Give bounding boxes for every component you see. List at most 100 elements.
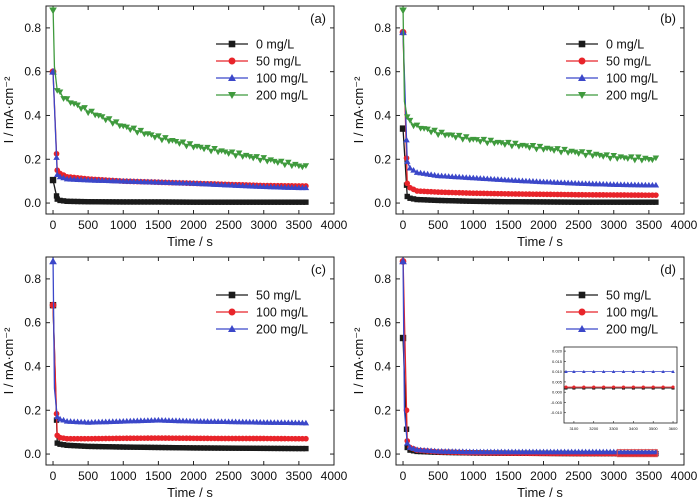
data-point [495, 198, 501, 205]
data-point [257, 199, 263, 205]
data-point [74, 198, 81, 205]
data-point [257, 445, 263, 452]
data-point [60, 174, 67, 181]
data-point [222, 199, 228, 205]
data-point [554, 146, 561, 152]
data-point [406, 444, 414, 450]
inset-data-point [564, 369, 568, 373]
data-point [204, 144, 211, 151]
data-point [246, 154, 253, 160]
data-point [92, 199, 98, 205]
x-axis-label: Time / s [517, 234, 563, 249]
data-point [254, 199, 260, 205]
data-point [568, 199, 575, 205]
inset-data-point [651, 385, 655, 389]
data-point [399, 334, 407, 342]
data-point [148, 132, 155, 139]
data-point [519, 199, 526, 205]
data-point [296, 445, 302, 452]
y-tick-label: 0.6 [24, 316, 41, 330]
data-point [159, 199, 165, 205]
inset-y-tick-label: 0.020 [552, 349, 563, 354]
legend-label: 100 mg/L [606, 306, 658, 320]
data-point [194, 199, 200, 205]
data-point [201, 445, 207, 451]
data-point [232, 445, 239, 451]
data-point [278, 445, 285, 452]
data-point [653, 192, 659, 199]
legend-marker [228, 325, 236, 332]
data-point [529, 143, 537, 149]
legend-label: 0 mg/L [606, 38, 644, 52]
data-point [278, 158, 285, 165]
data-point [138, 444, 144, 450]
data-point [49, 257, 57, 265]
data-point [57, 197, 63, 204]
data-point [302, 419, 310, 426]
data-point [71, 198, 77, 205]
inset-data-point [564, 385, 568, 389]
data-point [434, 132, 442, 138]
data-point [299, 199, 306, 205]
data-point [77, 106, 85, 112]
data-point [438, 129, 445, 136]
data-point [292, 161, 299, 168]
data-point [491, 140, 498, 147]
y-tick-label: 0.4 [374, 359, 391, 373]
inset-data-point [601, 369, 606, 373]
data-point [586, 199, 592, 205]
data-point [60, 442, 67, 448]
y-tick-label: 0.0 [374, 447, 391, 461]
data-point [292, 199, 299, 205]
panel-label: (b) [660, 11, 676, 26]
plot-area [399, 6, 660, 205]
data-point [611, 199, 617, 205]
plot-frame [395, 256, 685, 466]
data-point [173, 445, 179, 451]
y-axis-label: I / mA·cm⁻² [351, 76, 366, 143]
data-point [64, 442, 70, 448]
inset-data-point [611, 385, 616, 389]
data-point [225, 199, 232, 205]
legend-marker [228, 57, 236, 65]
x-tick-label: 1500 [495, 469, 522, 483]
data-point [222, 445, 228, 451]
data-point [303, 445, 309, 452]
data-point [296, 199, 302, 205]
legend-marker [578, 308, 586, 316]
data-point [399, 7, 407, 15]
data-point [78, 198, 84, 205]
data-point [547, 146, 554, 153]
data-point [282, 199, 288, 205]
y-tick-label: 0.0 [24, 447, 41, 461]
data-point [463, 198, 469, 204]
data-point [162, 444, 169, 451]
plot-area [49, 6, 310, 205]
data-point [292, 445, 299, 452]
data-point [49, 176, 57, 184]
data-point [438, 197, 445, 204]
data-point [81, 198, 88, 205]
data-point [98, 114, 106, 120]
y-axis-label: I / mA·cm⁻² [1, 327, 16, 394]
data-point [141, 444, 148, 451]
inset-x-tick-label: 3200 [589, 426, 599, 431]
data-point [53, 193, 60, 199]
y-tick-label: 0.8 [24, 21, 41, 35]
legend-label: 200 mg/L [606, 89, 658, 103]
data-point [289, 445, 295, 452]
data-point [67, 442, 74, 449]
data-point [95, 443, 102, 450]
data-point [449, 198, 455, 204]
data-point [138, 199, 144, 205]
data-point [278, 199, 285, 205]
data-point [235, 150, 243, 157]
data-point [501, 142, 509, 148]
chart-panel-c: 0 500 1000 1500 2000 2500 3000 3500 4000 0.0 0.2 0.… [1, 256, 348, 500]
data-point [474, 198, 480, 205]
data-point [166, 444, 172, 451]
data-point [582, 199, 589, 205]
data-point [488, 198, 494, 205]
inset-y-tick-label: 0.010 [552, 369, 563, 374]
inset-data-point [631, 385, 635, 389]
